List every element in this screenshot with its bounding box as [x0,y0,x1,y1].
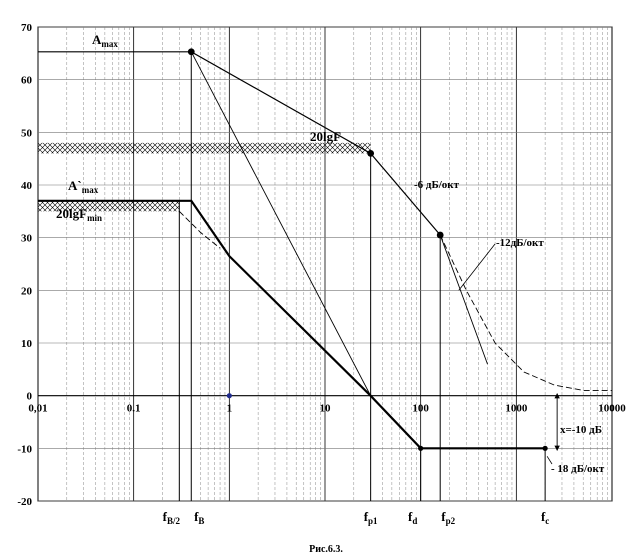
series-line-0 [38,51,441,236]
y-tick-label: 0 [27,391,33,403]
y-tick-label: 30 [21,233,33,245]
frequency-label-B-2-main: f [163,509,168,524]
label-20lgf: 20lgF [310,129,341,144]
data-point-marker [367,150,375,157]
tick-labels: 0,01 0.1 1 10 100 1000 10000706050403020100-10… [17,22,626,526]
frequency-label-p2-main: f [441,509,446,524]
y-tick-label: 50 [21,127,33,139]
label-minus12-db-per-oct: -12дБ/окт [496,237,544,249]
y-tick-label: 20 [21,285,33,297]
label-minus6-db-per-oct-main: -6 дБ/окт [414,179,460,191]
label-a-prime-max-main: A` [68,178,82,193]
data-point-marker [418,445,424,451]
x-tick-label: 1000 [505,403,528,415]
label-minus18-db-per-oct: - 18 дБ/окт [551,463,605,475]
y-tick-label: 40 [21,180,33,192]
frequency-label-B-2: fB/2 [163,509,181,526]
label-a-max-main: A [92,32,102,47]
label-x-minus10-db-main: x=-10 дБ [560,424,602,436]
leader-line [546,456,553,465]
frequency-label-B-sub: B [198,516,204,526]
series-lines [38,51,612,450]
frequency-label-B-main: f [194,509,199,524]
x-tick-label: 1 [227,403,233,415]
frequency-label-p1-main: f [364,509,369,524]
hatch-band-1 [38,200,180,212]
data-point-marker [542,445,548,451]
frequency-label-c: fc [541,509,549,526]
frequency-label-c-sub: c [545,516,549,526]
x-tick-label: 0.1 [127,403,141,415]
label-20lgf-main: 20lgF [310,129,341,144]
frequency-label-B: fB [194,509,204,526]
series-line-1 [38,199,546,450]
hatch-band-0 [38,142,371,154]
leader-line [458,243,496,291]
x-tick-label: 10000 [598,403,626,415]
frequency-label-d-main: f [408,509,413,524]
frequency-label-d: fd [408,509,417,526]
label-minus12-db-per-oct-main: -12дБ/окт [496,237,544,249]
y-tick-label: -10 [17,443,32,455]
y-tick-label: 10 [21,338,33,350]
label-20lgf-min: 20lgFmin [56,206,102,223]
label-x-minus10-db: x=-10 дБ [560,424,602,436]
grid [37,26,613,502]
frequency-label-p2: fp2 [441,509,455,526]
label-minus6-db-per-oct: -6 дБ/окт [414,179,460,191]
frequency-label-p1-sub: p1 [368,516,378,526]
label-a-prime-max: A`max [68,178,99,195]
series-line-3 [439,234,488,365]
label-a-prime-max-sub: max [82,185,99,195]
series-line-2 [190,51,371,396]
frequency-label-p2-sub: p2 [446,516,456,526]
point-markers [187,48,548,451]
frequency-label-p1: fp1 [364,509,378,526]
data-point-marker [226,393,232,399]
series-line-5 [439,234,612,391]
figure-caption: Рис.6.3. [309,544,343,555]
y-tick-label: -20 [17,496,32,508]
label-20lgf-min-sub: min [87,213,102,223]
hatched-bands [38,142,371,212]
data-point-marker [187,48,195,56]
frequency-label-c-main: f [541,509,546,524]
frequency-markers [178,51,546,501]
frequency-label-B-2-sub: B/2 [167,516,181,526]
x-tick-label: 100 [412,403,429,415]
x-tick-label: 0,01 [28,403,47,415]
y-tick-label: 60 [21,75,33,87]
y-tick-label: 70 [21,22,33,34]
label-minus18-db-per-oct-main: - 18 дБ/окт [551,463,605,475]
label-a-max-sub: max [101,39,118,49]
frequency-label-d-sub: d [412,516,417,526]
x-tick-label: 10 [320,403,332,415]
label-20lgf-min-main: 20lgF [56,206,87,221]
series-line-4 [178,210,221,249]
label-a-max: Amax [92,32,118,49]
data-point-marker [436,231,444,239]
